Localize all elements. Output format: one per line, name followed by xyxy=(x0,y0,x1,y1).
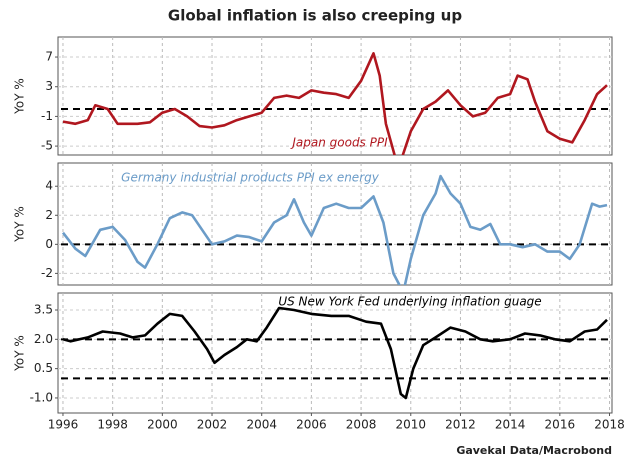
y-tick-label: 2.0 xyxy=(34,332,53,346)
source: Gavekal Data/Macrobond xyxy=(456,444,612,457)
series-label: US New York Fed underlying inflation gua… xyxy=(278,295,541,309)
x-tick-label: 2008 xyxy=(346,418,377,432)
x-tick-label: 2000 xyxy=(147,418,178,432)
y-tick-label: -2 xyxy=(41,266,53,280)
x-tick-label: 2016 xyxy=(545,418,576,432)
x-tick-label: 2002 xyxy=(197,418,228,432)
x-tick-label: 2006 xyxy=(296,418,327,432)
y-axis-label: YoY % xyxy=(13,335,27,372)
y-tick-label: 4 xyxy=(45,179,53,193)
x-tick-label: 1998 xyxy=(97,418,128,432)
series-label: Germany industrial products PPI ex energ… xyxy=(121,171,380,185)
panel-frame xyxy=(57,292,613,414)
x-tick-label: 2004 xyxy=(246,418,277,432)
chart-title: Global inflation is also creeping up xyxy=(168,7,462,25)
x-tick-label: 2014 xyxy=(495,418,526,432)
y-tick-label: 0.5 xyxy=(34,361,53,375)
x-tick-label: 2012 xyxy=(445,418,476,432)
y-axis-label: YoY % xyxy=(13,206,27,243)
y-tick-label: 3.5 xyxy=(34,303,53,317)
series-line xyxy=(62,306,608,400)
y-tick-label: -1 xyxy=(41,109,53,123)
panel-frame xyxy=(57,162,613,286)
x-tick-label: 2010 xyxy=(395,418,426,432)
y-tick-label: 7 xyxy=(45,50,53,64)
x-tick-label: 2018 xyxy=(594,418,625,432)
series-line xyxy=(62,52,608,155)
y-tick-label: 0 xyxy=(45,237,53,251)
y-tick-label: 3 xyxy=(45,79,53,93)
panel-frame xyxy=(57,36,613,156)
y-tick-label: -1.0 xyxy=(30,390,53,404)
y-tick-label: -5 xyxy=(41,139,53,153)
series-label: Japan goods PPI xyxy=(290,136,388,150)
y-tick-label: 2 xyxy=(45,208,53,222)
y-axis-label: YoY % xyxy=(13,78,27,115)
series-line xyxy=(61,174,608,285)
x-tick-label: 1996 xyxy=(48,418,79,432)
